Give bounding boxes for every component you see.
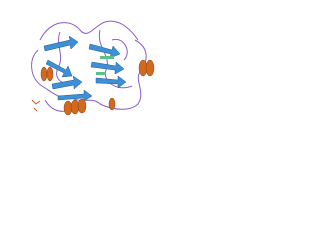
coil-loop [39,20,139,41]
coil-loop [99,39,147,110]
helix [145,59,155,77]
ligand-part [100,56,114,59]
beta-strand [88,43,121,59]
ion-stick [35,100,41,105]
beta-strand [51,75,83,90]
beta-strand [95,75,127,89]
coil-loop [111,38,128,61]
page [0,0,180,135]
beta-strand [57,89,93,102]
helix [40,66,48,82]
ion-stick [33,107,38,112]
ion-stick [31,99,37,105]
protein-render [0,0,180,135]
helix [108,97,116,111]
beta-strand [90,61,125,75]
helix [46,66,54,82]
beta-strand [43,35,79,52]
ligand-part [96,72,106,75]
ligand [96,56,114,75]
ions [31,99,41,112]
helix [77,98,87,114]
helices [40,59,155,116]
coil-loop [98,29,133,89]
beta-strands [43,35,127,102]
coil-loop [71,97,101,105]
beta-strand [45,59,73,78]
